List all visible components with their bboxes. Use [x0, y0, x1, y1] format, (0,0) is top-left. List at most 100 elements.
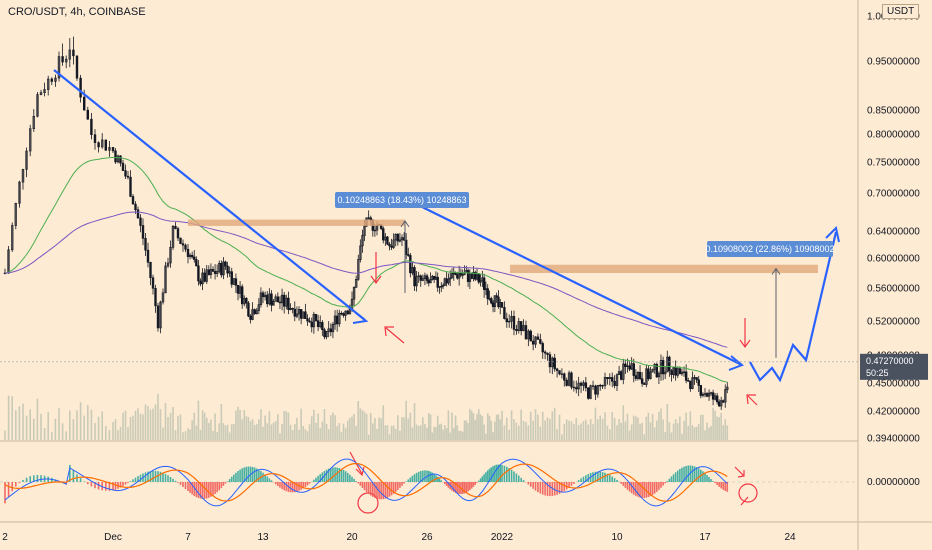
macd-histogram-bar — [179, 482, 182, 485]
candle-body — [205, 269, 208, 282]
macd-histogram-bar — [241, 468, 243, 482]
trendline-2-arrow — [728, 355, 744, 371]
candle — [482, 273, 486, 298]
candle — [68, 38, 72, 68]
macd-histogram-bar — [230, 476, 233, 482]
candle-body — [500, 302, 504, 308]
candle-body — [619, 371, 623, 380]
volume-bar — [689, 411, 692, 440]
candle — [587, 387, 590, 400]
macd-histogram-bar — [660, 482, 662, 488]
candle — [594, 384, 597, 400]
candle-body — [68, 49, 72, 60]
candle-body — [278, 301, 282, 304]
macd-histogram-bar — [411, 475, 414, 482]
candle — [184, 243, 187, 253]
macd-histogram-bar — [11, 482, 13, 492]
candle — [577, 376, 580, 397]
candle — [486, 284, 489, 305]
candle — [199, 278, 202, 287]
volume-bar — [662, 419, 664, 440]
candle-body — [344, 310, 347, 316]
candle-body — [628, 365, 631, 370]
macd-histogram-bar — [452, 482, 455, 492]
candle-body — [169, 247, 172, 264]
volume-bar — [467, 423, 469, 440]
candle-body — [536, 336, 540, 340]
candle-body — [247, 302, 250, 317]
candle-body — [482, 277, 486, 290]
candle — [124, 164, 127, 179]
candle-body — [541, 343, 544, 353]
candle-body — [565, 379, 568, 386]
candle — [392, 233, 395, 250]
candle-body — [594, 385, 597, 395]
volume-bar — [551, 411, 554, 440]
volume-bar — [658, 412, 660, 440]
candle — [701, 392, 705, 398]
macd-histogram-bar — [508, 468, 510, 482]
candle — [693, 374, 696, 385]
macd-histogram-bar — [105, 482, 107, 491]
macd-histogram-bar — [97, 482, 100, 490]
macd-histogram-bar — [147, 471, 149, 482]
macd-histogram-bar — [647, 482, 650, 498]
macd-histogram-bar — [262, 472, 264, 482]
macd-histogram-bar — [708, 477, 710, 482]
volume-bar — [626, 413, 629, 440]
macd-histogram-bar — [541, 482, 544, 495]
candle — [257, 298, 261, 315]
macd-histogram-bar — [585, 475, 587, 482]
candle-body — [287, 297, 290, 310]
volume-bar — [36, 398, 39, 440]
candle — [181, 239, 185, 252]
volume-bar — [427, 413, 430, 440]
volume-bar — [534, 409, 537, 440]
volume-bar — [469, 408, 471, 440]
candle — [500, 302, 504, 308]
macd-histogram-bar — [90, 482, 93, 487]
candle — [285, 294, 288, 310]
candle — [400, 234, 404, 247]
currency-label[interactable]: USDT — [882, 4, 920, 19]
macd-histogram-bar — [277, 482, 279, 486]
macd-histogram-bar — [374, 482, 376, 498]
macd-histogram-bar — [184, 482, 187, 490]
macd-histogram-bar — [162, 472, 164, 482]
macd-histogram-bar — [592, 472, 594, 482]
macd-histogram-bar — [108, 482, 111, 491]
macd-histogram-bar — [268, 478, 271, 482]
macd-histogram-bar — [220, 482, 223, 489]
candle — [589, 384, 592, 400]
macd-histogram-bar — [483, 474, 485, 482]
candle — [207, 265, 211, 276]
candle-body — [558, 370, 561, 375]
candle-body — [717, 401, 721, 407]
volume-bar — [407, 418, 410, 440]
volume-bar — [239, 409, 241, 440]
candle — [253, 308, 256, 315]
macd-histogram-bar — [674, 472, 677, 482]
y-tick-label: 0.42000000 — [867, 407, 920, 418]
candle — [674, 360, 677, 381]
candle-body — [285, 297, 288, 307]
candle-body — [151, 277, 155, 289]
candle-body — [144, 238, 147, 251]
volume-bar — [503, 425, 506, 440]
candle — [323, 327, 326, 340]
current-price-label: 0.47270000 — [866, 356, 914, 366]
candle-body — [54, 77, 57, 82]
candle-body — [638, 371, 642, 379]
resistance-zone — [510, 264, 818, 273]
volume-bar — [270, 424, 273, 440]
measure-label: 0.10908002 (22.86%) 10908002 — [705, 244, 834, 254]
candle — [7, 246, 10, 274]
volume-bar — [172, 407, 174, 440]
candle — [695, 377, 698, 383]
candle-body — [354, 279, 358, 288]
candle — [289, 303, 292, 311]
candle — [93, 129, 97, 150]
volume-bar — [220, 403, 223, 440]
volume-bar — [476, 414, 478, 440]
